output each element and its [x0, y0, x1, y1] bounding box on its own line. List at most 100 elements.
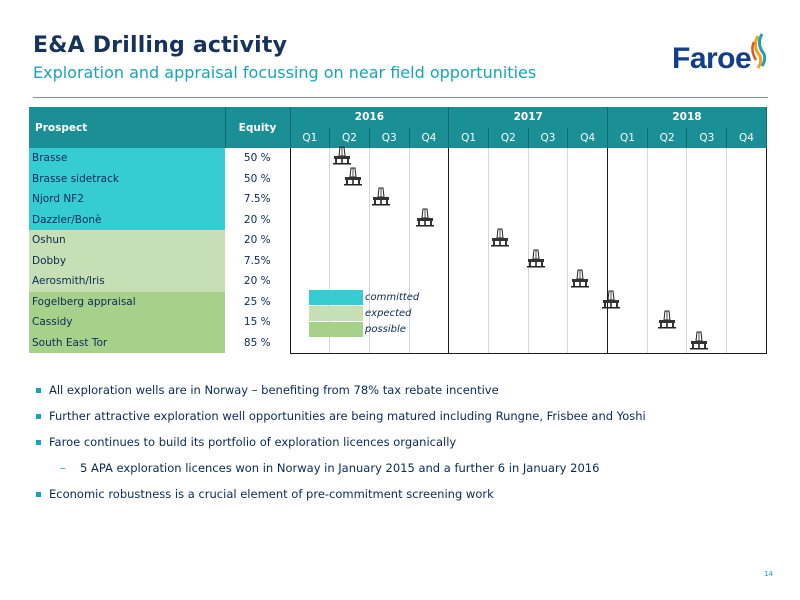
quarter-cell: [726, 209, 767, 230]
quarter-cell: [409, 148, 450, 169]
quarter-cell: [528, 271, 569, 292]
quarter-cell: [369, 168, 410, 189]
quarter-cell: [528, 332, 569, 354]
prospect-name: Fogelberg appraisal: [29, 291, 225, 312]
quarter-cell: [607, 189, 648, 210]
quarter-cell: [369, 230, 410, 251]
drilling-rig-icon: [689, 331, 708, 349]
prospect-name: Dobby: [29, 250, 225, 271]
quarter-cell: [448, 332, 489, 354]
drilling-rig-icon: [491, 228, 510, 247]
quarter-cell: [488, 291, 529, 312]
quarter-cell: [686, 209, 728, 230]
quarter-cell: [289, 332, 331, 354]
quarter-cell: [607, 250, 648, 271]
quarter-cell: [567, 291, 609, 312]
prospect-name: Njord NF2: [29, 189, 225, 210]
legend-swatch: [309, 305, 363, 321]
page-number: 14: [764, 570, 773, 578]
quarter-cell: [409, 189, 450, 210]
equity-value: 20 %: [225, 209, 290, 230]
quarter-cell: [726, 291, 767, 312]
quarter-cell: [409, 332, 450, 354]
bullet-item: Further attractive exploration well oppo…: [36, 409, 776, 435]
title-divider: [33, 97, 768, 98]
quarter-cell: [329, 332, 370, 354]
bullet-list: All exploration wells are in Norway – be…: [36, 383, 776, 513]
quarter-cell: [488, 168, 529, 189]
quarter-cell: [448, 291, 489, 312]
quarter-cell: [567, 332, 609, 354]
quarter-cell: [289, 209, 331, 230]
quarter-cell: [726, 250, 767, 271]
header-quarter: Q2: [329, 127, 370, 148]
quarter-cell: [726, 148, 767, 169]
drilling-rig-icon: [602, 290, 621, 308]
quarter-cell: [686, 271, 728, 292]
flame-icon: [751, 33, 767, 69]
square-bullet-icon: [36, 492, 41, 497]
header-prospect: Prospect: [29, 107, 226, 148]
table-row: Njord NF2 7.5%: [29, 189, 767, 210]
drilling-rig-icon: [372, 187, 391, 206]
quarter-cell: [369, 148, 410, 169]
equity-value: 7.5%: [225, 250, 290, 271]
quarter-cell: [329, 209, 370, 230]
quarter-cell: [528, 230, 569, 251]
quarter-cell: [528, 168, 569, 189]
equity-value: 85 %: [225, 332, 290, 353]
table-row: Dazzler/Bonè 20 %: [29, 209, 767, 230]
equity-value: 50 %: [225, 148, 290, 169]
legend-label: possible: [365, 323, 406, 335]
quarter-cell: [409, 291, 450, 312]
quarter-cell: [647, 148, 688, 169]
table-row: South East Tor 85 %: [29, 332, 767, 354]
legend-label: expected: [365, 307, 412, 319]
quarter-cell: [647, 209, 688, 230]
quarter-cell: [409, 168, 450, 189]
quarter-cell: [488, 332, 529, 354]
header-quarter: Q1: [289, 127, 331, 148]
quarter-cell: [448, 250, 489, 271]
quarter-cell: [647, 291, 688, 312]
quarter-cell: [607, 332, 648, 354]
quarter-cell: [686, 148, 728, 169]
table-header: Prospect Equity 2016 2017 2018 Q1 Q2 Q3 Q4 Q…: [29, 107, 767, 148]
prospect-name: Dazzler/Bonè: [29, 209, 225, 230]
quarter-cell: [567, 250, 609, 271]
quarter-cell: [488, 189, 529, 210]
quarter-cell: [409, 250, 450, 271]
quarter-cell: [686, 168, 728, 189]
quarter-cell: [686, 291, 728, 312]
dash-bullet-icon: –: [60, 461, 66, 475]
quarter-cell: [528, 148, 569, 169]
quarter-cell: [567, 230, 609, 251]
quarter-cell: [607, 271, 648, 292]
faroe-logo: Faroe: [672, 32, 772, 80]
quarter-cell: [329, 250, 370, 271]
quarter-cell: [686, 230, 728, 251]
quarter-cell: [528, 291, 569, 312]
quarter-cell: [647, 168, 688, 189]
quarter-cell: [647, 250, 688, 271]
header-quarter: Q4: [726, 127, 767, 148]
prospect-name: South East Tor: [29, 332, 225, 353]
bullet-text: All exploration wells are in Norway – be…: [49, 383, 499, 397]
bullet-item: Economic robustness is a crucial element…: [36, 487, 776, 513]
quarter-cell: [726, 271, 767, 292]
quarter-cell: [488, 312, 529, 333]
quarter-cell: [726, 312, 767, 333]
quarter-cell: [686, 250, 728, 271]
quarter-cell: [409, 271, 450, 292]
quarter-cell: [448, 209, 489, 230]
quarter-cell: [567, 312, 609, 333]
bullet-text: Further attractive exploration well oppo…: [49, 409, 646, 423]
quarter-cell: [488, 271, 529, 292]
bullet-text: Faroe continues to build its portfolio o…: [49, 435, 457, 449]
quarter-cell: [528, 209, 569, 230]
quarter-cell: [607, 148, 648, 169]
quarter-cell: [448, 230, 489, 251]
header-quarter: Q4: [567, 127, 609, 148]
header-quarter: Q2: [487, 127, 529, 148]
header-equity: Equity: [225, 107, 291, 148]
